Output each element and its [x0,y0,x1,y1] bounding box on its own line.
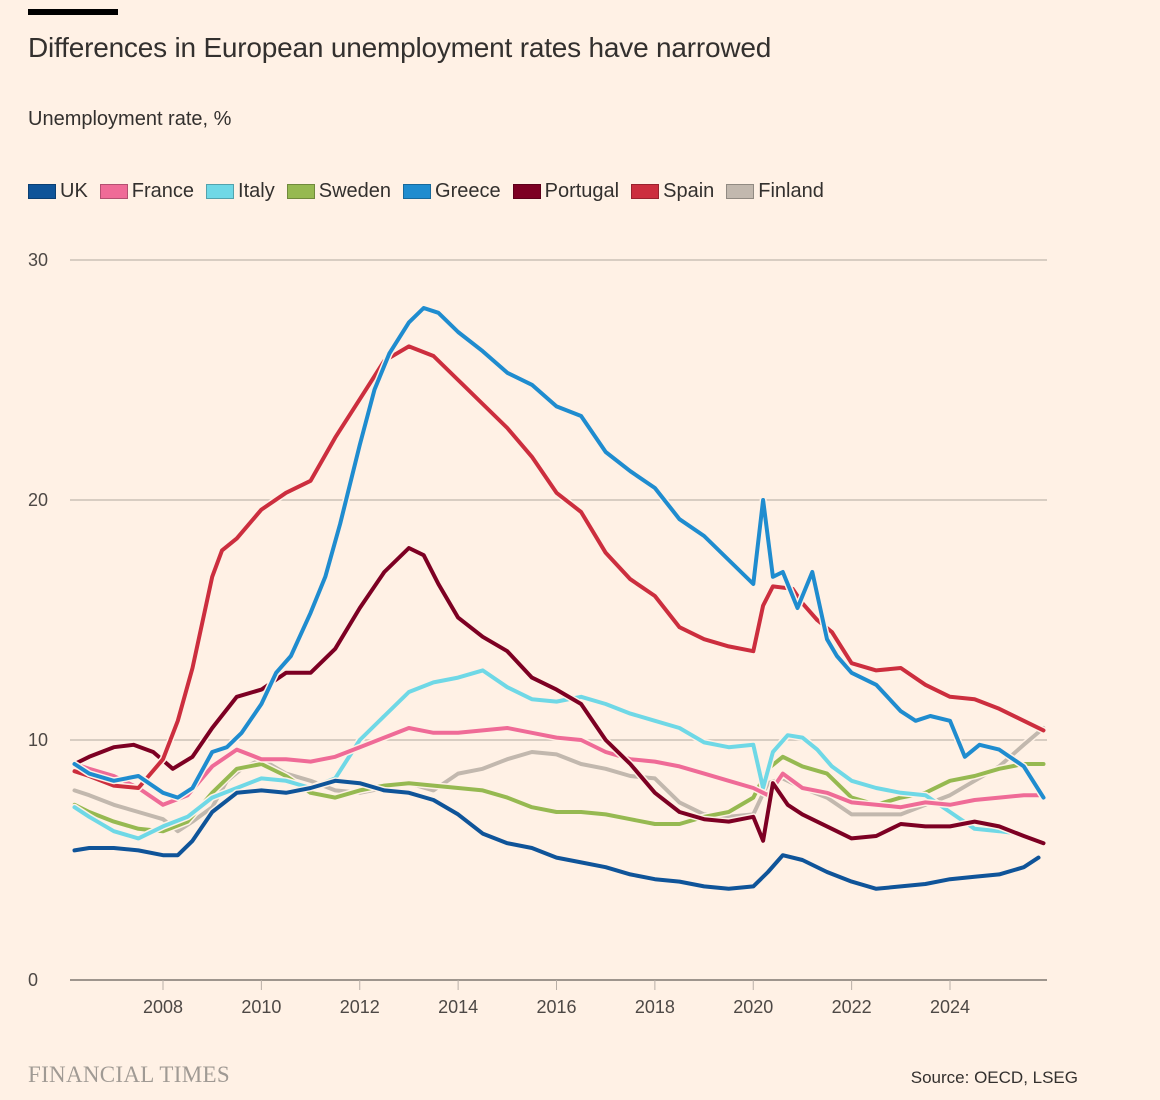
legend-swatch-sweden [286,184,315,199]
legend-swatch-finland [726,184,755,199]
legend-label: Portugal [544,180,620,202]
source-note: Source: OECD, LSEG [910,1068,1078,1087]
legend-label: France [131,180,195,202]
series-line-portugal [72,546,1046,846]
legend-swatch-france [99,184,128,199]
legend-swatch-spain [631,184,660,199]
x-tick-label: 2014 [438,997,478,1017]
legend-label: Spain [663,180,715,202]
series-line-finland [72,726,1046,834]
chart-title: Differences in European unemployment rat… [28,32,772,63]
x-tick-label: 2018 [635,997,675,1017]
x-tick-label: 2020 [733,997,773,1017]
financial-times-logo: FINANCIAL TIMES [28,1062,230,1087]
legend-swatch-uk [28,184,56,199]
legend-item-uk: UK [28,180,88,203]
legend-item-portugal: Portugal [512,180,620,203]
legend-label: Greece [435,180,501,202]
legend-item-sweden: Sweden [286,180,392,203]
y-tick-label: 10 [28,730,48,750]
legend-item-finland: Finland [726,180,824,203]
legend-label: Italy [238,180,275,202]
x-tick-label: 2016 [536,997,576,1017]
series-line-france [72,726,1046,810]
x-tick-label: 2024 [930,997,970,1017]
x-tick-label: 2022 [832,997,872,1017]
legend-label: Finland [758,180,824,202]
legend-item-italy: Italy [206,180,275,203]
legend-item-spain: Spain [631,180,714,203]
legend: UK France Italy Sweden Greece Portugal Spain Fi… [28,180,836,203]
legend-swatch-italy [206,184,235,199]
series-line-uk [72,778,1041,891]
x-tick-label: 2012 [340,997,380,1017]
brand-accent-bar [28,9,118,15]
chart-subtitle: Unemployment rate, % [28,108,232,130]
series-line-italy [72,668,1021,841]
y-tick-label: 0 [28,970,38,990]
legend-swatch-greece [403,184,432,199]
legend-label: UK [60,180,88,202]
legend-item-greece: Greece [403,180,501,203]
legend-label: Sweden [318,180,392,202]
line-chart: 0 10 20 30 2008 2010 2012 2014 2016 2018 2020 2022 2… [28,250,1047,1017]
legend-item-france: France [99,180,195,203]
legend-swatch-portugal [512,184,541,199]
series-line-spain [72,344,1046,790]
series-line-greece [72,306,1046,800]
y-tick-label: 20 [28,490,48,510]
x-tick-label: 2010 [241,997,281,1017]
x-tick-label: 2008 [143,997,183,1017]
y-tick-label: 30 [28,250,48,270]
